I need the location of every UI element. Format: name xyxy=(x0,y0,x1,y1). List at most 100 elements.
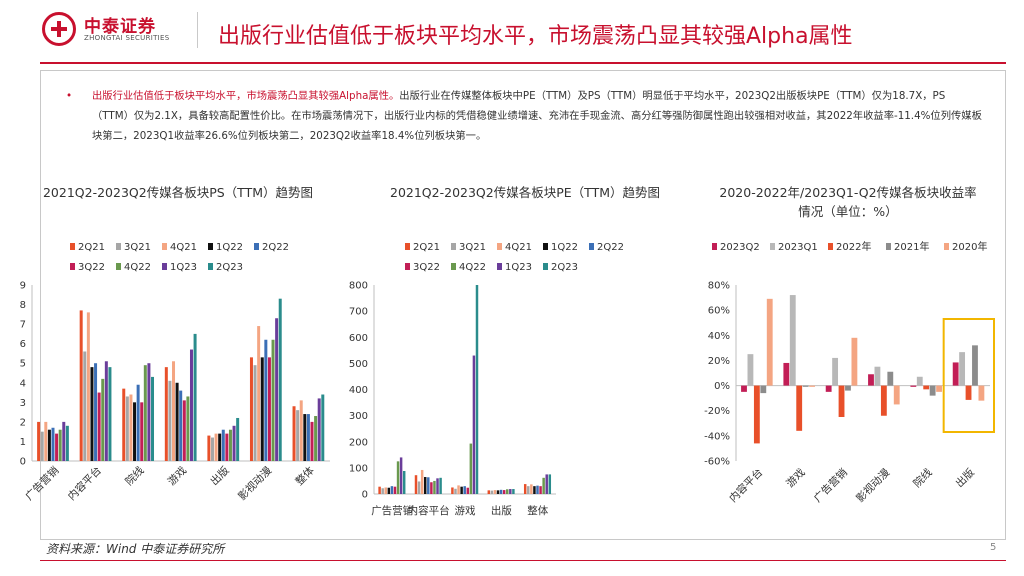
chart1-bar-1-1 xyxy=(83,351,87,461)
chart2-legend-swatch-1 xyxy=(451,243,456,250)
chart1-bar-4-8 xyxy=(236,417,240,461)
chart3-bar-1-1 xyxy=(789,295,796,386)
chart2-ytick-7: 700 xyxy=(349,307,368,318)
chart1-bar-1-0 xyxy=(79,310,83,461)
chart2-legend-label-2: 4Q21 xyxy=(505,242,532,253)
chart1-bar-0-1 xyxy=(40,431,44,461)
chart2-category-2: 游戏 xyxy=(455,504,476,517)
chart3-legend-swatch-3 xyxy=(886,243,891,250)
header-rule xyxy=(40,62,1006,64)
chart2-ytick-5: 500 xyxy=(349,359,368,370)
chart3-bar-2-3 xyxy=(845,385,851,391)
chart1-ytick-9: 9 xyxy=(20,281,26,292)
chart2-legend-swatch-0 xyxy=(405,243,410,250)
chart2-bar-4-5 xyxy=(539,486,542,494)
chart1-bar-6-6 xyxy=(314,416,318,461)
chart2-bar-4-2 xyxy=(530,484,533,494)
chart2-legend-swatch-7 xyxy=(497,263,502,270)
chart1-bar-0-2 xyxy=(44,421,48,461)
chart3-ytick-0: 80% xyxy=(708,281,730,292)
chart3-bar-3-3 xyxy=(887,371,894,386)
chart1-ytick-5: 5 xyxy=(20,359,26,370)
chart1-bar-1-2 xyxy=(86,312,90,461)
chart3-legend-label-3: 2021年 xyxy=(894,240,929,253)
chart2-bar-0-0 xyxy=(378,486,381,494)
chart2-bar-3-3 xyxy=(496,490,500,494)
chart3-bar-2-4 xyxy=(851,337,858,386)
chart3-bar-2-1 xyxy=(832,357,839,386)
chart1-bar-2-8 xyxy=(151,376,155,461)
chart2-bar-2-8 xyxy=(475,285,479,494)
chart1-bar-0-7 xyxy=(62,421,66,461)
chart2-bar-2-5 xyxy=(466,487,470,494)
chart1-category-4: 出版 xyxy=(208,464,232,488)
chart3-legend-label-0: 2023Q2 xyxy=(720,242,760,253)
chart3-bar-3-0 xyxy=(868,374,874,386)
chart3-ytick-7: -60% xyxy=(704,457,730,468)
chart2-ytick-6: 600 xyxy=(349,333,368,344)
chart2-bar-3-2 xyxy=(493,490,497,494)
chart1-legend-label-0: 2Q21 xyxy=(78,242,105,253)
chart2-bar-4-3 xyxy=(533,486,536,494)
chart2-title: 2021Q2-2023Q2传媒各板块PE（TTM）趋势图 xyxy=(390,185,660,200)
chart2-ytick-4: 400 xyxy=(349,385,368,396)
chart1-category-2: 院线 xyxy=(123,464,147,488)
chart2-category-0: 广告营销 xyxy=(371,504,413,517)
chart2-ytick-3: 300 xyxy=(349,411,368,422)
chart1-ytick-1: 1 xyxy=(20,437,26,448)
chart2-legend-swatch-3 xyxy=(543,243,548,250)
chart3-legend-label-1: 2023Q1 xyxy=(778,242,818,253)
chart3-bar-5-3 xyxy=(972,345,978,386)
chart2-legend-label-1: 3Q21 xyxy=(459,242,486,253)
chart2-legend-swatch-6 xyxy=(451,263,456,270)
chart1-legend-swatch-0 xyxy=(70,243,75,250)
chart2-bar-3-6 xyxy=(506,489,509,494)
chart2-ytick-1: 100 xyxy=(349,463,368,474)
chart2-bar-4-8 xyxy=(548,474,552,494)
chart1-bar-5-7 xyxy=(275,318,279,461)
page-number: 5 xyxy=(990,542,997,553)
chart1-title: 2021Q2-2023Q2传媒各板块PS（TTM）趋势图 xyxy=(43,185,313,200)
chart2-bar-0-5 xyxy=(393,486,397,494)
chart1-bar-5-6 xyxy=(271,339,275,461)
chart3-bar-0-1 xyxy=(747,354,754,386)
chart1-bar-1-5 xyxy=(97,392,101,461)
chart3-category-0: 内容平台 xyxy=(726,466,765,505)
chart1-category-0: 广告营销 xyxy=(23,464,62,503)
chart2-bar-0-3 xyxy=(387,487,391,494)
chart1-bar-2-7 xyxy=(147,363,151,461)
chart3-bar-2-0 xyxy=(825,385,832,392)
chart2-category-4: 整体 xyxy=(527,504,548,517)
chart2-bar-2-7 xyxy=(472,355,476,494)
chart2-bar-4-6 xyxy=(542,477,545,494)
chart1-ytick-6: 6 xyxy=(20,339,26,350)
chart1-bar-2-6 xyxy=(143,365,147,461)
chart1-bar-2-2 xyxy=(129,394,133,461)
chart2-bar-4-1 xyxy=(527,486,530,494)
chart2-legend-label-5: 3Q22 xyxy=(413,262,440,273)
chart1-legend-swatch-6 xyxy=(116,263,121,270)
chart1-bar-3-5 xyxy=(182,400,186,461)
chart1-legend-swatch-7 xyxy=(162,263,167,270)
chart1-bar-5-4 xyxy=(264,339,268,461)
chart3-bar-5-1 xyxy=(959,352,966,386)
summary-text: 出版行业在传媒整体板块中PE（TTM）及PS（TTM）明显低于平均水平，2023… xyxy=(92,90,982,142)
chart1-bar-6-2 xyxy=(299,400,303,461)
chart2-legend-label-8: 2Q23 xyxy=(551,262,578,273)
chart3-bar-4-4 xyxy=(936,385,942,392)
chart2-bar-2-1 xyxy=(454,488,457,494)
chart1-bar-1-7 xyxy=(104,361,108,461)
chart2-bar-3-8 xyxy=(512,489,515,494)
chart1-bar-3-2 xyxy=(172,361,176,461)
chart1-legend-swatch-5 xyxy=(70,263,75,270)
chart3-title-line2: 情况（单位：%） xyxy=(798,204,897,219)
chart2-bar-4-0 xyxy=(523,484,527,494)
chart3-category-2: 广告营销 xyxy=(811,466,850,505)
chart2-bar-2-0 xyxy=(451,487,454,494)
chart1-bar-0-5 xyxy=(55,433,59,461)
chart1-bar-3-0 xyxy=(164,367,168,461)
chart2-legend-label-7: 1Q23 xyxy=(505,262,532,273)
chart2-bar-1-4 xyxy=(427,477,430,494)
chart1-bar-0-0 xyxy=(37,421,41,461)
chart2-legend-swatch-4 xyxy=(589,243,594,250)
